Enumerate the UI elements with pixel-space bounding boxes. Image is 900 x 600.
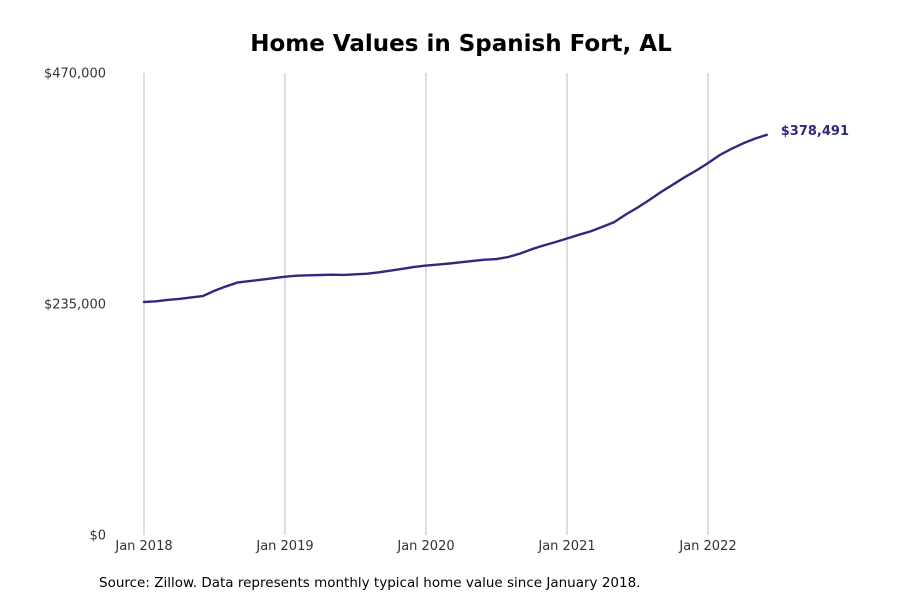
y-tick-label: $0 [89,529,106,544]
x-axis: Jan 2018 Jan 2019 Jan 2020 Jan 2021 Jan 2022 [114,539,736,554]
end-value-label: $378,491 [781,124,849,139]
x-tick-label: Jan 2020 [396,539,454,554]
x-tick-label: Jan 2018 [114,539,172,554]
source-note: Source: Zillow. Data represents monthly … [99,575,640,591]
y-axis: $0 $235,000 $470,000 [44,67,106,544]
x-tick-label: Jan 2021 [537,539,595,554]
x-tick-label: Jan 2019 [255,539,313,554]
series-group: $378,491 [142,124,849,304]
series-line [142,133,768,304]
chart-title: Home Values in Spanish Fort, AL [250,31,672,57]
grid-lines [143,73,709,535]
x-tick-label: Jan 2022 [678,539,736,554]
y-tick-label: $235,000 [44,298,106,313]
y-tick-label: $470,000 [44,67,106,82]
